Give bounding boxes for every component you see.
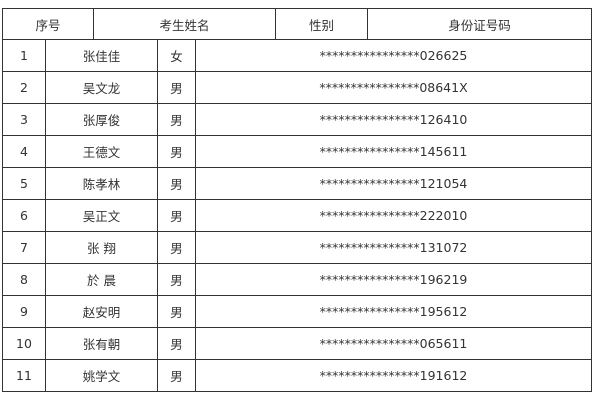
table-row: 9 赵安明男 ****************195612: [2, 296, 592, 328]
cell-gender: 男: [158, 104, 196, 135]
cell-id-number: ****************222010: [196, 200, 592, 231]
cell-id-number: ****************131072: [196, 232, 592, 263]
cell-id-number: ****************145611: [196, 136, 592, 167]
cell-id-number: ****************08641X: [196, 72, 592, 103]
cell-id-number: ****************026625: [196, 40, 592, 71]
table-row: 11 姚学文男 ****************191612: [2, 360, 592, 392]
table-header: 序号 考生姓名 性别 身份证号码: [2, 8, 592, 40]
cell-id-number: ****************126410: [196, 104, 592, 135]
table-row: 3 张厚俊男 ****************126410: [2, 104, 592, 136]
cell-gender: 女: [158, 40, 196, 71]
cell-id-number: ****************065611: [196, 328, 592, 359]
header-gender: 性别: [276, 9, 368, 39]
cell-index: 10: [2, 328, 46, 359]
cell-index: 11: [2, 360, 46, 391]
table-row: 10 张有朝男 ****************065611: [2, 328, 592, 360]
cell-index: 7: [2, 232, 46, 263]
cell-gender: 男: [158, 360, 196, 391]
cell-gender: 男: [158, 200, 196, 231]
cell-index: 5: [2, 168, 46, 199]
cell-name: 张厚俊: [46, 104, 158, 135]
cell-name: 於 晨: [46, 264, 158, 295]
cell-name: 张佳佳: [46, 40, 158, 71]
cell-index: 1: [2, 40, 46, 71]
cell-id-number: ****************195612: [196, 296, 592, 327]
cell-gender: 男: [158, 296, 196, 327]
cell-index: 9: [2, 296, 46, 327]
cell-index: 3: [2, 104, 46, 135]
cell-gender: 男: [158, 328, 196, 359]
cell-gender: 男: [158, 168, 196, 199]
cell-index: 2: [2, 72, 46, 103]
cell-id-number: ****************191612: [196, 360, 592, 391]
cell-index: 8: [2, 264, 46, 295]
cell-name: 陈孝林: [46, 168, 158, 199]
cell-name: 王德文: [46, 136, 158, 167]
table-row: 2 吴文龙男 ****************08641X: [2, 72, 592, 104]
header-index: 序号: [2, 9, 94, 39]
cell-index: 6: [2, 200, 46, 231]
cell-name: 姚学文: [46, 360, 158, 391]
cell-gender: 男: [158, 264, 196, 295]
cell-name: 张有朝: [46, 328, 158, 359]
candidate-table: 序号 考生姓名 性别 身份证号码 1 张佳佳女 ****************02…: [2, 8, 592, 392]
cell-name: 张 翔: [46, 232, 158, 263]
header-id-number: 身份证号码: [368, 9, 592, 39]
cell-name: 赵安明: [46, 296, 158, 327]
cell-id-number: ****************196219: [196, 264, 592, 295]
table-row: 1 张佳佳女 ****************026625: [2, 40, 592, 72]
header-name: 考生姓名: [94, 9, 276, 39]
table-row: 6 吴正文男 ****************222010: [2, 200, 592, 232]
cell-gender: 男: [158, 232, 196, 263]
table-row: 4 王德文男 ****************145611: [2, 136, 592, 168]
cell-gender: 男: [158, 72, 196, 103]
table-row: 5 陈孝林男 ****************121054: [2, 168, 592, 200]
cell-name: 吴文龙: [46, 72, 158, 103]
cell-gender: 男: [158, 136, 196, 167]
cell-name: 吴正文: [46, 200, 158, 231]
cell-index: 4: [2, 136, 46, 167]
cell-id-number: ****************121054: [196, 168, 592, 199]
